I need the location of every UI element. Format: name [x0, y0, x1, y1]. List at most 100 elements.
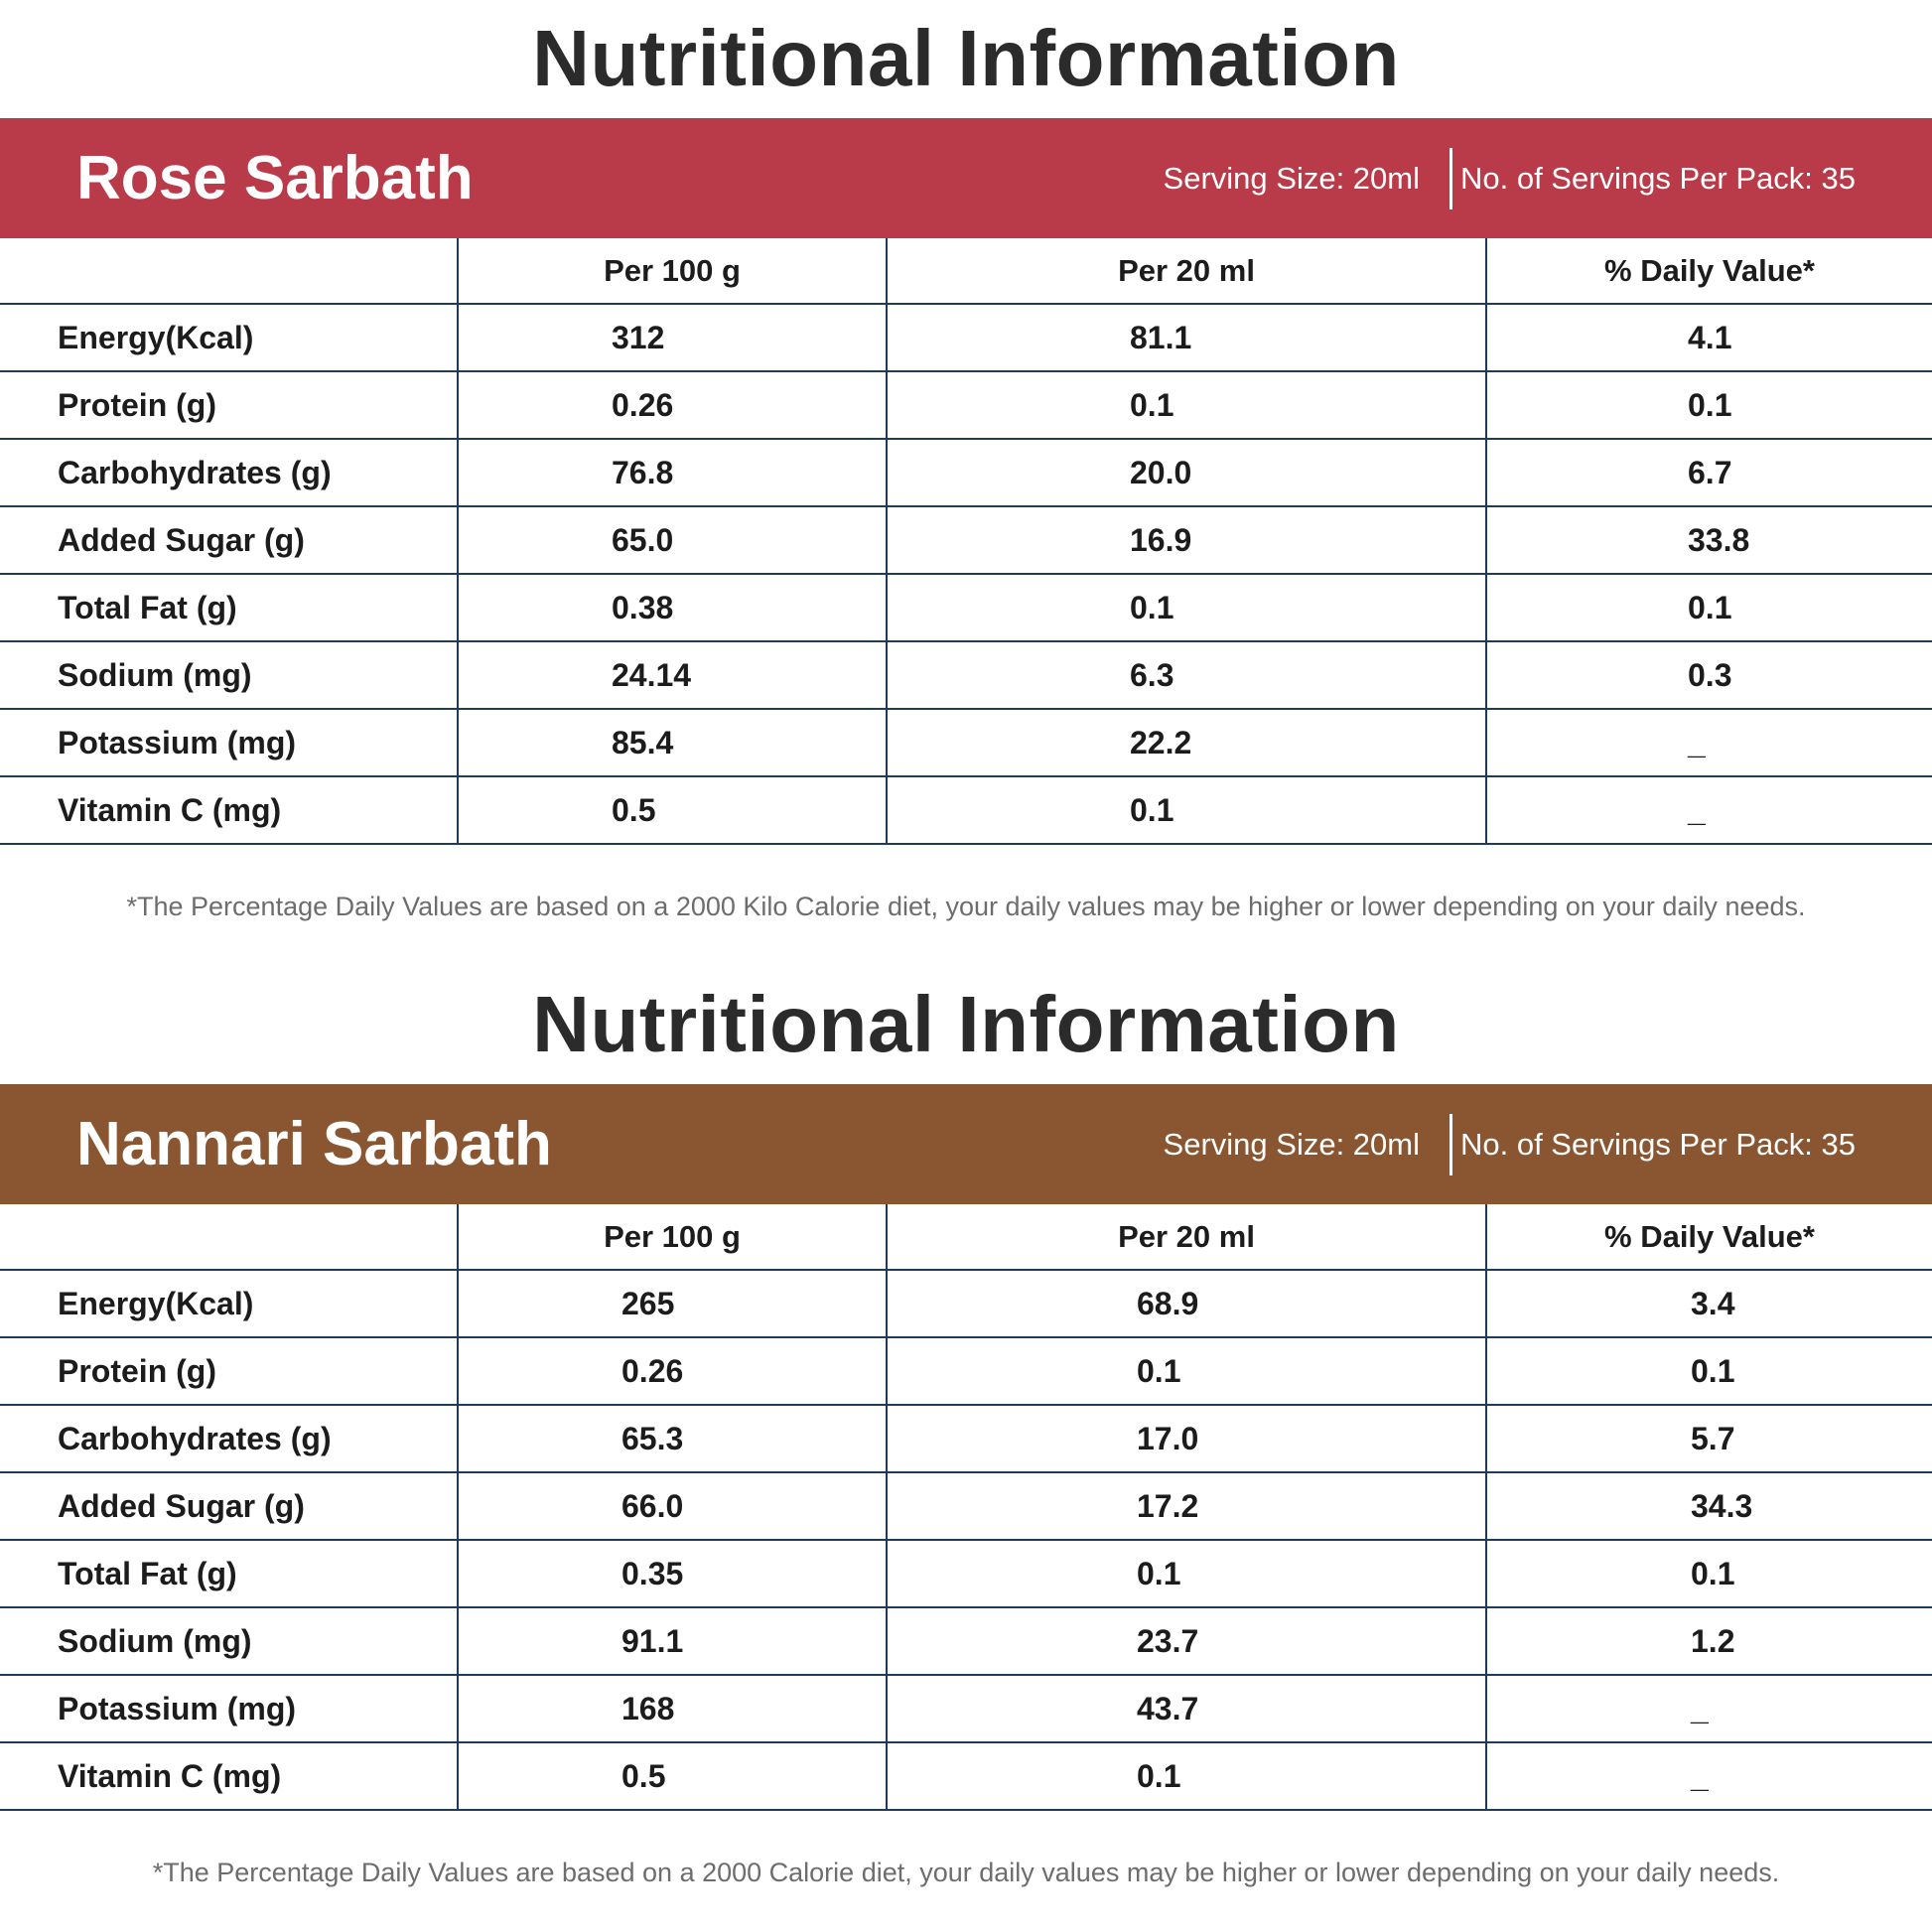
- table-row: Vitamin C (mg) 0.5 0.1 _: [0, 1742, 1932, 1811]
- per-20ml-value: 81.1: [887, 304, 1487, 372]
- table-header-row: Per 100 g Per 20 ml % Daily Value*: [0, 238, 1932, 305]
- per-100g-value: 0.35: [458, 1540, 888, 1608]
- table-row: Total Fat (g) 0.35 0.1 0.1: [0, 1540, 1932, 1608]
- nutrient-label: Carbohydrates (g): [0, 1405, 459, 1473]
- table-row: Sodium (mg) 24.14 6.3 0.3: [0, 641, 1932, 710]
- nutrient-label: Vitamin C (mg): [0, 776, 459, 845]
- table-row: Total Fat (g) 0.38 0.1 0.1: [0, 574, 1932, 642]
- nutrient-label: Total Fat (g): [0, 1540, 459, 1608]
- per-20ml-value: 22.2: [887, 709, 1487, 777]
- daily-value: 0.1: [1486, 371, 1932, 440]
- product-name: Rose Sarbath: [76, 144, 474, 212]
- panel-title: Nutritional Information: [532, 980, 1400, 1068]
- per-20ml-value: 68.9: [887, 1270, 1487, 1338]
- per-100g-value: 0.38: [458, 574, 888, 642]
- table-row: Protein (g) 0.26 0.1 0.1: [0, 1337, 1932, 1406]
- per-100g-value: 91.1: [458, 1607, 888, 1676]
- per-20ml-value: 0.1: [887, 371, 1487, 440]
- daily-value: _: [1486, 1675, 1932, 1743]
- table-row: Carbohydrates (g) 76.8 20.0 6.7: [0, 439, 1932, 507]
- product-name: Nannari Sarbath: [76, 1110, 552, 1178]
- table-header-row: Per 100 g Per 20 ml % Daily Value*: [0, 1204, 1932, 1271]
- nutrient-label: Energy(Kcal): [0, 304, 459, 372]
- panel-title: Nutritional Information: [532, 14, 1400, 102]
- per-100g-value: 168: [458, 1675, 888, 1743]
- product-header-band: Nannari Sarbath Serving Size: 20ml No. o…: [0, 1084, 1932, 1204]
- daily-value: 34.3: [1486, 1472, 1932, 1541]
- nutrient-label: Total Fat (g): [0, 574, 459, 642]
- table-row: Energy(Kcal) 265 68.9 3.4: [0, 1270, 1932, 1338]
- nutrient-label: Sodium (mg): [0, 1607, 459, 1676]
- nutrient-label: Energy(Kcal): [0, 1270, 459, 1338]
- daily-value: _: [1486, 1742, 1932, 1811]
- daily-value: 0.3: [1486, 641, 1932, 710]
- per-100g-value: 76.8: [458, 439, 888, 507]
- servings-per-pack: No. of Servings Per Pack: 35: [1459, 161, 1856, 196]
- nutrient-label: Vitamin C (mg): [0, 1742, 459, 1811]
- header-divider: [1449, 148, 1452, 209]
- per-100g-value: 24.14: [458, 641, 888, 710]
- column-header-per-20ml: Per 20 ml: [887, 1204, 1487, 1271]
- column-header-per-20ml: Per 20 ml: [887, 238, 1487, 305]
- daily-value: _: [1486, 709, 1932, 777]
- per-20ml-value: 16.9: [887, 506, 1487, 575]
- column-header-daily-value: % Daily Value*: [1486, 1204, 1932, 1271]
- nutrient-label: Added Sugar (g): [0, 506, 459, 575]
- nutrition-table: Per 100 g Per 20 ml % Daily Value* Energ…: [0, 238, 1932, 845]
- per-20ml-value: 6.3: [887, 641, 1487, 710]
- daily-value-footnote: *The Percentage Daily Values are based o…: [126, 892, 1806, 921]
- column-header-per-100g: Per 100 g: [458, 1204, 888, 1271]
- serving-size: Serving Size: 20ml: [1163, 161, 1420, 196]
- daily-value: 1.2: [1486, 1607, 1932, 1676]
- daily-value: 33.8: [1486, 506, 1932, 575]
- per-20ml-value: 17.2: [887, 1472, 1487, 1541]
- table-row: Potassium (mg) 168 43.7 _: [0, 1675, 1932, 1743]
- per-100g-value: 0.26: [458, 371, 888, 440]
- per-100g-value: 312: [458, 304, 888, 372]
- table-row: Energy(Kcal) 312 81.1 4.1: [0, 304, 1932, 372]
- per-20ml-value: 23.7: [887, 1607, 1487, 1676]
- per-20ml-value: 43.7: [887, 1675, 1487, 1743]
- per-20ml-value: 0.1: [887, 574, 1487, 642]
- table-row: Carbohydrates (g) 65.3 17.0 5.7: [0, 1405, 1932, 1473]
- column-header-per-100g: Per 100 g: [458, 238, 888, 305]
- servings-per-pack: No. of Servings Per Pack: 35: [1459, 1127, 1856, 1162]
- table-row: Protein (g) 0.26 0.1 0.1: [0, 371, 1932, 440]
- daily-value: _: [1486, 776, 1932, 845]
- serving-size: Serving Size: 20ml: [1163, 1127, 1420, 1162]
- column-header-nutrient: [0, 238, 459, 305]
- per-100g-value: 0.5: [458, 776, 888, 845]
- column-header-nutrient: [0, 1204, 459, 1271]
- per-100g-value: 85.4: [458, 709, 888, 777]
- per-20ml-value: 0.1: [887, 1540, 1487, 1608]
- table-row: Vitamin C (mg) 0.5 0.1 _: [0, 776, 1932, 845]
- per-20ml-value: 0.1: [887, 776, 1487, 845]
- nutrient-label: Protein (g): [0, 1337, 459, 1406]
- daily-value: 0.1: [1486, 574, 1932, 642]
- per-100g-value: 0.5: [458, 1742, 888, 1811]
- table-row: Potassium (mg) 85.4 22.2 _: [0, 709, 1932, 777]
- table-row: Sodium (mg) 91.1 23.7 1.2: [0, 1607, 1932, 1676]
- daily-value: 0.1: [1486, 1540, 1932, 1608]
- per-100g-value: 66.0: [458, 1472, 888, 1541]
- daily-value-footnote: *The Percentage Daily Values are based o…: [152, 1858, 1780, 1887]
- per-100g-value: 0.26: [458, 1337, 888, 1406]
- nutrient-label: Potassium (mg): [0, 709, 459, 777]
- daily-value: 5.7: [1486, 1405, 1932, 1473]
- nutrient-label: Protein (g): [0, 371, 459, 440]
- per-20ml-value: 0.1: [887, 1742, 1487, 1811]
- nutrient-label: Sodium (mg): [0, 641, 459, 710]
- header-divider: [1449, 1114, 1452, 1175]
- per-20ml-value: 20.0: [887, 439, 1487, 507]
- daily-value: 4.1: [1486, 304, 1932, 372]
- per-20ml-value: 0.1: [887, 1337, 1487, 1406]
- nutrient-label: Added Sugar (g): [0, 1472, 459, 1541]
- daily-value: 0.1: [1486, 1337, 1932, 1406]
- per-100g-value: 65.0: [458, 506, 888, 575]
- product-header-band: Rose Sarbath Serving Size: 20ml No. of S…: [0, 118, 1932, 238]
- nutrient-label: Carbohydrates (g): [0, 439, 459, 507]
- nutrition-table: Per 100 g Per 20 ml % Daily Value* Energ…: [0, 1204, 1932, 1811]
- per-20ml-value: 17.0: [887, 1405, 1487, 1473]
- per-100g-value: 65.3: [458, 1405, 888, 1473]
- per-100g-value: 265: [458, 1270, 888, 1338]
